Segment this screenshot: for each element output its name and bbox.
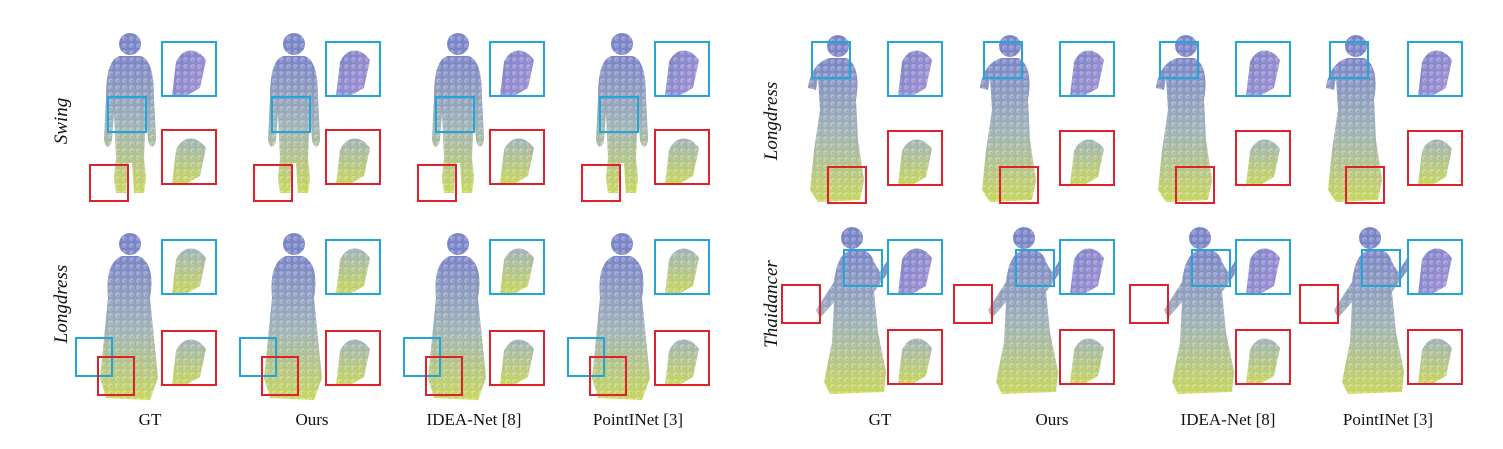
longdress-right-figure-3 <box>1326 35 1382 202</box>
swing-red-inset-1 <box>325 129 381 185</box>
swing-red-box-1 <box>253 164 293 202</box>
longdress-left-blue-inset-3 <box>654 239 710 295</box>
longdress-left-figure-0 <box>100 233 158 400</box>
swing-blue-inset-3 <box>654 41 710 97</box>
thaidancer-figure-3 <box>1334 227 1418 394</box>
longdress-left-red-inset-2 <box>489 330 545 386</box>
swing-red-inset-0 <box>161 129 217 185</box>
thaidancer-red-inset-2 <box>1235 329 1291 385</box>
swing-blue-box-0 <box>107 96 147 133</box>
col-label-ours-left: Ours <box>295 410 329 429</box>
row-label-thaidancer: Thaidancer <box>761 260 782 348</box>
thaidancer-blue-inset-3 <box>1407 239 1463 295</box>
longdress-right-red-box-3 <box>1345 166 1385 204</box>
longdress-left-red-inset-1 <box>325 330 381 386</box>
longdress-right-red-box-1 <box>999 166 1039 204</box>
longdress-right-red-box-2 <box>1175 166 1215 204</box>
longdress-left-figure-3 <box>592 233 650 400</box>
swing-blue-box-2 <box>435 96 475 133</box>
swing-figure-2 <box>432 33 484 193</box>
thaidancer-red-inset-0 <box>887 329 943 385</box>
swing-red-inset-2 <box>489 129 545 185</box>
thaidancer-blue-inset-1 <box>1059 239 1115 295</box>
swing-red-box-2 <box>417 164 457 202</box>
longdress-left-blue-inset-2 <box>489 239 545 295</box>
longdress-left-figure-2 <box>428 233 486 400</box>
longdress-right-blue-box-2 <box>1159 41 1199 79</box>
swing-blue-inset-1 <box>325 41 381 97</box>
swing-blue-box-3 <box>599 96 639 133</box>
longdress-left-red-box-1 <box>261 356 299 396</box>
longdress-right-blue-inset-1 <box>1059 41 1115 97</box>
thaidancer-red-inset-3 <box>1407 329 1463 385</box>
col-label-gt-right: GT <box>868 410 892 429</box>
longdress-right-red-inset-0 <box>887 130 943 186</box>
longdress-right-red-inset-3 <box>1407 130 1463 186</box>
swing-red-inset-3 <box>654 129 710 185</box>
swing-blue-inset-2 <box>489 41 545 97</box>
col-label-ours-right: Ours <box>1035 410 1069 429</box>
col-label-gt-left: GT <box>138 410 162 429</box>
swing-figure-3 <box>596 33 648 193</box>
thaidancer-red-box-1 <box>953 284 993 324</box>
longdress-left-red-box-3 <box>589 356 627 396</box>
thaidancer-blue-box-1 <box>1015 249 1055 287</box>
thaidancer-blue-inset-0 <box>887 239 943 295</box>
row-label-longdress-right: Longdress <box>761 81 782 161</box>
longdress-right-blue-inset-3 <box>1407 41 1463 97</box>
thaidancer-red-box-0 <box>781 284 821 324</box>
longdress-left-red-box-2 <box>425 356 463 396</box>
longdress-right-red-inset-2 <box>1235 130 1291 186</box>
thaidancer-figure-0 <box>816 227 900 394</box>
longdress-right-figure-0 <box>808 35 864 202</box>
thaidancer-figure-1 <box>988 227 1072 394</box>
longdress-right-figure-1 <box>980 35 1036 202</box>
thaidancer-red-inset-1 <box>1059 329 1115 385</box>
thaidancer-blue-box-0 <box>843 249 883 287</box>
longdress-right-blue-box-1 <box>983 41 1023 79</box>
thaidancer-blue-box-3 <box>1361 249 1401 287</box>
swing-blue-inset-0 <box>161 41 217 97</box>
swing-blue-box-1 <box>271 96 311 133</box>
swing-figure-0 <box>104 33 156 193</box>
longdress-right-blue-inset-0 <box>887 41 943 97</box>
col-label-pointinet-left: PointINet [3] <box>592 410 684 429</box>
swing-red-box-3 <box>581 164 621 202</box>
row-label-longdress-left: Longdress <box>51 264 72 344</box>
longdress-right-blue-box-3 <box>1329 41 1369 79</box>
longdress-right-blue-box-0 <box>811 41 851 79</box>
thaidancer-blue-box-2 <box>1191 249 1231 287</box>
thaidancer-red-box-3 <box>1299 284 1339 324</box>
longdress-left-red-inset-3 <box>654 330 710 386</box>
col-label-pointinet-right: PointINet [3] <box>1342 410 1434 429</box>
longdress-left-figure-1 <box>264 233 322 400</box>
thaidancer-figure-2 <box>1164 227 1248 394</box>
longdress-left-red-inset-0 <box>161 330 217 386</box>
longdress-right-figure-2 <box>1156 35 1212 202</box>
thaidancer-blue-inset-2 <box>1235 239 1291 295</box>
swing-figure-1 <box>268 33 320 193</box>
thaidancer-red-box-2 <box>1129 284 1169 324</box>
col-label-ideanet-left: IDEA-Net [8] <box>426 410 522 429</box>
longdress-left-blue-inset-1 <box>325 239 381 295</box>
col-label-ideanet-right: IDEA-Net [8] <box>1180 410 1276 429</box>
longdress-right-blue-inset-2 <box>1235 41 1291 97</box>
row-label-swing: Swing <box>51 97 72 145</box>
longdress-left-red-box-0 <box>97 356 135 396</box>
longdress-right-red-box-0 <box>827 166 867 204</box>
longdress-right-red-inset-1 <box>1059 130 1115 186</box>
longdress-left-blue-inset-0 <box>161 239 217 295</box>
swing-red-box-0 <box>89 164 129 202</box>
